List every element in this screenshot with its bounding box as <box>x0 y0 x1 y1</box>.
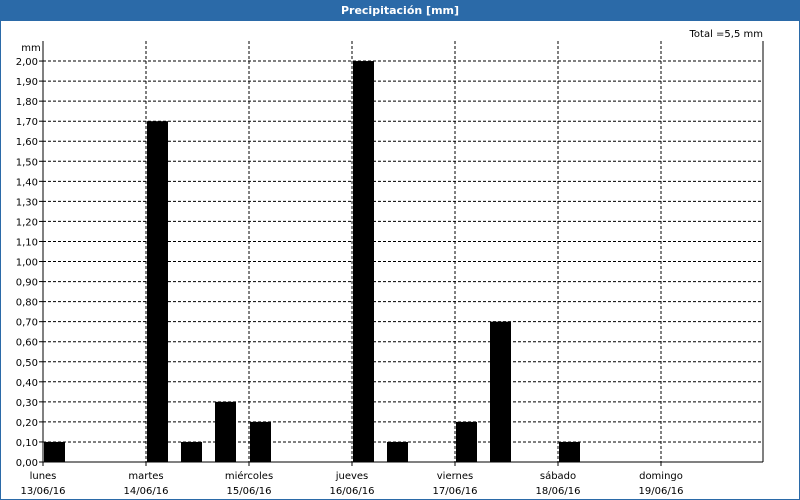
x-tick-day-label: domingo <box>639 471 683 482</box>
precipitation-bar <box>387 441 408 462</box>
y-tick-label: 1,50 <box>16 157 38 168</box>
y-tick-label: 1,70 <box>16 117 38 128</box>
y-tick-label: 1,80 <box>16 97 38 108</box>
precipitation-bar <box>456 421 477 462</box>
y-axis-label: mm <box>21 43 40 54</box>
y-tick-label: 0,50 <box>16 358 38 369</box>
y-tick-label: 2,00 <box>16 57 38 68</box>
precipitation-bar <box>559 441 580 462</box>
window-title: Precipitación [mm] <box>1 1 799 21</box>
precipitation-bar <box>250 421 271 462</box>
precipitation-bar <box>353 61 374 463</box>
y-tick-label: 0,00 <box>16 458 38 469</box>
x-tick-day-label: viernes <box>437 471 473 482</box>
x-tick-day-label: sábado <box>540 470 576 482</box>
x-tick-day-label: martes <box>128 471 163 482</box>
y-tick-label: 1,00 <box>16 258 38 269</box>
y-tick-label: 1,30 <box>16 197 38 208</box>
y-tick-label: 1,10 <box>16 237 38 248</box>
x-tick-date-label: 16/06/16 <box>330 486 375 497</box>
precipitation-bar <box>215 401 236 462</box>
total-label: Total =5,5 mm <box>689 29 763 40</box>
x-tick-date-label: 13/06/16 <box>21 486 66 497</box>
x-tick-day-label: miércoles <box>225 470 273 482</box>
y-tick-label: 0,20 <box>16 418 38 429</box>
y-tick-label: 0,30 <box>16 398 38 409</box>
y-tick-label: 0,60 <box>16 338 38 349</box>
precipitation-bar <box>490 321 511 462</box>
x-tick-day-label: jueves <box>335 471 369 482</box>
x-tick-date-label: 17/06/16 <box>433 486 478 497</box>
y-tick-label: 0,80 <box>16 298 38 309</box>
y-tick-label: 0,40 <box>16 378 38 389</box>
x-tick-date-label: 18/06/16 <box>536 486 581 497</box>
x-tick-date-label: 14/06/16 <box>124 486 169 497</box>
y-tick-label: 1,40 <box>16 177 38 188</box>
y-tick-label: 0,90 <box>16 278 38 289</box>
x-tick-date-label: 19/06/16 <box>639 486 684 497</box>
x-tick-date-label: 15/06/16 <box>227 486 272 497</box>
y-tick-label: 1,60 <box>16 137 38 148</box>
precipitation-bar <box>147 121 168 462</box>
x-tick-day-label: lunes <box>30 471 57 482</box>
precipitation-bar <box>44 441 65 462</box>
precipitation-bar <box>181 441 202 462</box>
y-tick-label: 0,70 <box>16 318 38 329</box>
y-tick-label: 0,10 <box>16 438 38 449</box>
y-tick-label: 1,90 <box>16 77 38 88</box>
y-tick-label: 1,20 <box>16 217 38 228</box>
precipitation-chart: 0,00 0,10 0,20 0,30 0,40 0,50 0,60 0,70 0,80 0,90… <box>16 29 764 497</box>
